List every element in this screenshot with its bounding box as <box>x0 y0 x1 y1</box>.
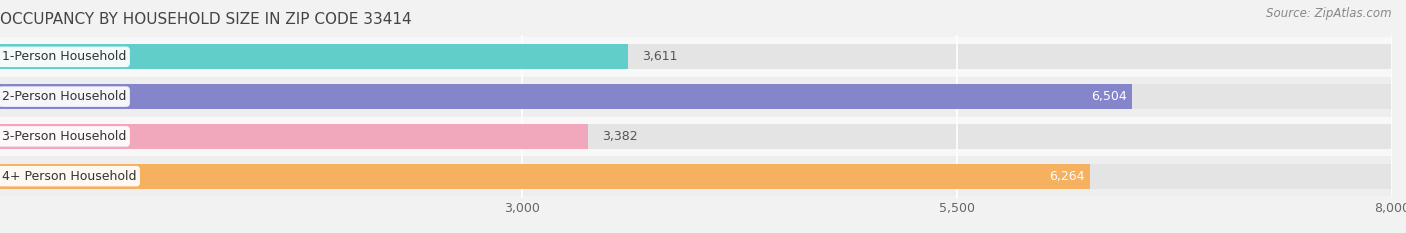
Bar <box>0 77 1392 116</box>
Text: Source: ZipAtlas.com: Source: ZipAtlas.com <box>1267 7 1392 20</box>
Bar <box>0 37 1392 77</box>
Bar <box>0 84 1132 109</box>
Bar <box>0 84 1392 109</box>
Text: 3,382: 3,382 <box>602 130 638 143</box>
Text: 2-Person Household: 2-Person Household <box>1 90 127 103</box>
Bar <box>0 124 589 149</box>
Text: 6,504: 6,504 <box>1091 90 1126 103</box>
Text: OCCUPANCY BY HOUSEHOLD SIZE IN ZIP CODE 33414: OCCUPANCY BY HOUSEHOLD SIZE IN ZIP CODE … <box>0 12 412 27</box>
Bar <box>0 45 628 69</box>
Text: 3,611: 3,611 <box>643 50 678 63</box>
Bar <box>0 124 1392 149</box>
Bar <box>0 45 1392 69</box>
Text: 6,264: 6,264 <box>1049 170 1084 183</box>
Bar <box>0 156 1392 196</box>
Bar <box>0 164 1090 188</box>
Text: 1-Person Household: 1-Person Household <box>1 50 127 63</box>
Text: 4+ Person Household: 4+ Person Household <box>1 170 136 183</box>
Bar <box>0 116 1392 156</box>
Text: 3-Person Household: 3-Person Household <box>1 130 127 143</box>
Bar <box>0 164 1392 188</box>
